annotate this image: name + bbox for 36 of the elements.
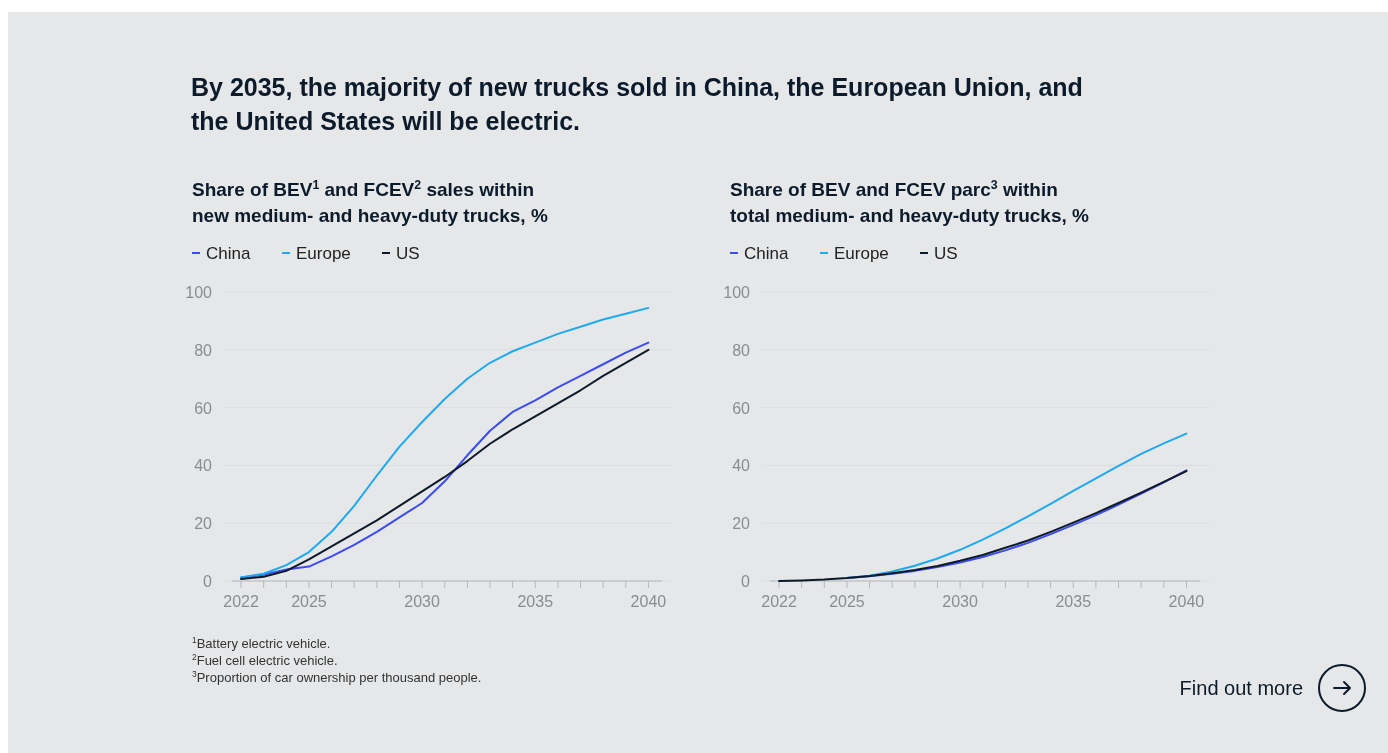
y-tick-label: 100 [723,284,751,301]
y-tick-label: 20 [732,515,751,533]
x-tick-label: 2025 [829,593,865,610]
legend-label: China [206,244,251,263]
y-tick-label: 60 [194,399,213,417]
legend-label: Europe [834,244,889,263]
x-tick-label: 2030 [942,593,978,610]
line-series [778,470,1188,582]
x-tick-label: 2025 [291,593,327,610]
chart-subtitle: Share of BEV$^{1}$ and FCEV$^{2}$ sales within new medium- and heavy-duty trucks, % [192,178,548,226]
x-tick-label: 2030 [404,593,440,610]
y-tick-label: 0 [741,573,751,590]
y-tick-label: 80 [732,341,751,359]
legend-label: US [934,244,958,263]
x-tick-label: 2040 [630,593,667,610]
legend-label: China [744,244,789,263]
y-tick-label: 0 [203,573,213,590]
text: Find out more [1179,677,1303,699]
x-tick-label: 2035 [1055,593,1092,610]
y-tick-label: 60 [732,399,751,417]
legend-label: Europe [296,244,351,263]
text: $^{1}$Battery electric vehicle. [192,635,331,651]
y-tick-label: 40 [194,457,213,475]
y-tick-label: 20 [194,515,213,533]
y-tick-label: 40 [732,457,751,475]
y-tick-label: 80 [194,341,213,359]
chart-title: By 2035, the majority of new trucks sold in China, the European Union, and the United States will be electric. [191,73,1083,135]
text: $^{2}$Fuel cell electric vehicle. [192,652,338,668]
text: $^{3}$Proportion of car ownership per thousand people. [192,669,482,685]
x-tick-label: 2035 [517,593,554,610]
x-tick-label: 2022 [223,593,259,610]
legend-label: US [396,244,420,263]
chart-subtitle: Share of BEV and FCEV parc$^{3}$ within total medium- and heavy-duty trucks, % [730,178,1090,226]
y-tick-label: 100 [185,284,213,301]
x-tick-label: 2022 [761,593,797,610]
x-tick-label: 2040 [1168,593,1205,610]
